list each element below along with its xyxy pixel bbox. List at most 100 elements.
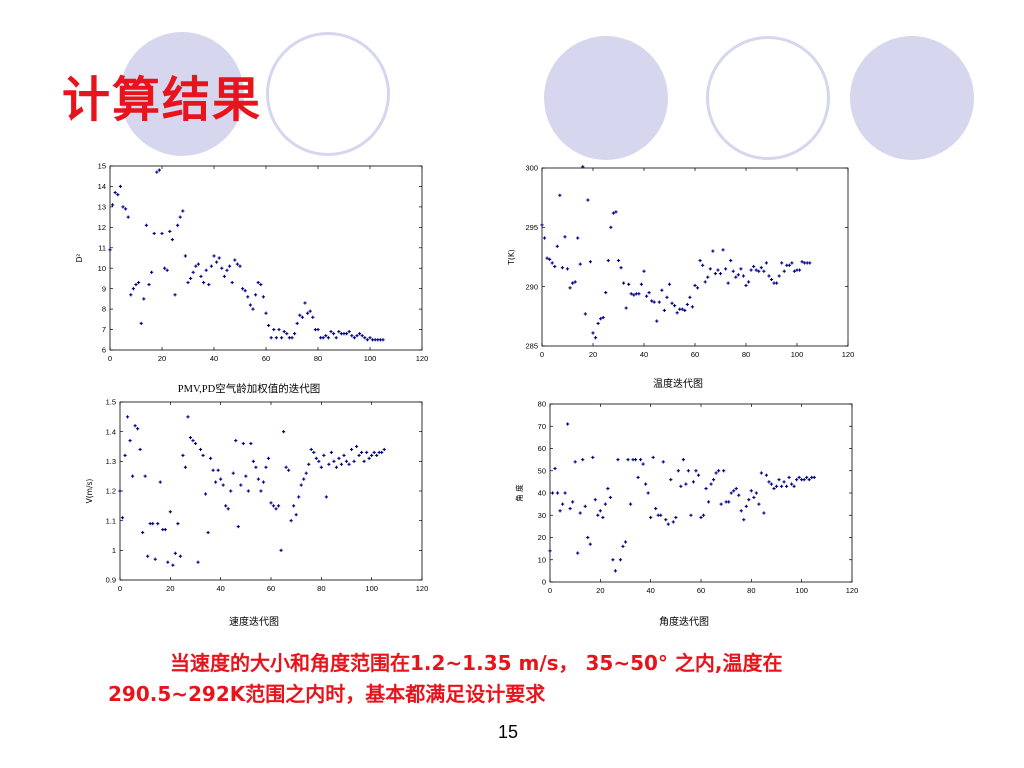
data-point bbox=[244, 474, 248, 478]
data-point bbox=[601, 515, 605, 520]
y-tick-label: 9 bbox=[102, 284, 106, 293]
data-point bbox=[243, 289, 247, 293]
data-point bbox=[380, 450, 384, 455]
data-point bbox=[622, 281, 626, 285]
data-point bbox=[215, 260, 219, 264]
y-tick-label: 1.5 bbox=[106, 398, 116, 407]
data-point bbox=[168, 229, 172, 234]
data-point bbox=[118, 184, 122, 189]
data-point bbox=[163, 266, 167, 270]
data-point bbox=[714, 471, 718, 475]
data-point bbox=[693, 283, 697, 288]
data-point bbox=[312, 450, 316, 455]
data-point bbox=[711, 249, 715, 253]
data-point bbox=[722, 469, 726, 473]
data-point bbox=[279, 548, 283, 552]
data-point bbox=[573, 280, 577, 284]
x-tick-label: 0 bbox=[118, 584, 122, 593]
data-point bbox=[675, 311, 679, 315]
data-point bbox=[596, 321, 600, 326]
data-point bbox=[202, 280, 206, 285]
data-point bbox=[239, 483, 243, 487]
data-point bbox=[775, 281, 779, 285]
chart-temp-svg: 0 20 40 60 80 100 120 285 290 295 300 T(K) bbox=[507, 164, 854, 359]
chart-temp: 0 20 40 60 80 100 120 285 290 295 300 T(K) 温度迭代图 bbox=[498, 162, 858, 390]
data-point bbox=[170, 238, 174, 242]
data-point bbox=[736, 273, 740, 277]
x-tick-label: 100 bbox=[365, 584, 378, 593]
data-point bbox=[627, 282, 631, 286]
x-tick-label: 0 bbox=[548, 586, 552, 595]
data-point bbox=[137, 280, 141, 285]
data-point bbox=[701, 513, 706, 517]
data-point bbox=[225, 268, 229, 272]
data-point bbox=[619, 266, 623, 270]
data-point bbox=[206, 530, 210, 535]
data-point bbox=[293, 332, 297, 336]
data-point bbox=[171, 563, 175, 567]
data-point bbox=[229, 489, 233, 493]
x-tick-label: 40 bbox=[646, 586, 654, 595]
data-point bbox=[156, 522, 160, 526]
data-point bbox=[246, 489, 250, 493]
data-point bbox=[196, 560, 200, 564]
data-point bbox=[143, 474, 147, 478]
data-point bbox=[711, 478, 716, 482]
data-point bbox=[226, 507, 230, 511]
data-point bbox=[121, 205, 125, 209]
y-tick-label: 11 bbox=[98, 243, 106, 252]
data-point bbox=[147, 282, 151, 287]
x-tick-label: 40 bbox=[210, 354, 218, 363]
data-point bbox=[231, 471, 235, 475]
data-point bbox=[540, 223, 544, 227]
data-point bbox=[264, 311, 268, 315]
x-tick-label: 0 bbox=[540, 350, 544, 359]
data-point bbox=[807, 478, 811, 482]
decor-circle-2 bbox=[266, 32, 390, 156]
data-point bbox=[654, 506, 658, 511]
data-point bbox=[266, 456, 271, 460]
data-point bbox=[706, 275, 710, 279]
data-point bbox=[560, 266, 564, 270]
data-point bbox=[300, 315, 304, 319]
data-point bbox=[762, 269, 766, 273]
data-point bbox=[221, 483, 225, 487]
x-tick-label: 80 bbox=[747, 586, 755, 595]
data-point bbox=[746, 280, 751, 284]
data-point bbox=[613, 569, 618, 573]
data-point bbox=[224, 504, 228, 508]
data-point bbox=[322, 453, 326, 457]
data-point bbox=[324, 334, 328, 338]
x-tick-label: 120 bbox=[416, 354, 429, 363]
data-point bbox=[795, 478, 799, 482]
data-point bbox=[144, 223, 148, 227]
data-point bbox=[555, 244, 559, 248]
data-point bbox=[163, 527, 167, 532]
conclusion-line-1: 当速度的大小和角度范围在1.2~1.35 m/s， 35~50° 之内,温度在 bbox=[170, 651, 783, 675]
data-point bbox=[762, 511, 766, 515]
data-point bbox=[123, 453, 127, 457]
x-tick-label: 60 bbox=[262, 354, 270, 363]
data-point bbox=[797, 268, 802, 272]
data-point bbox=[191, 270, 195, 274]
data-point bbox=[228, 264, 232, 268]
data-point bbox=[168, 510, 172, 514]
data-point bbox=[686, 469, 691, 473]
x-tick-label: 100 bbox=[364, 354, 377, 363]
data-point bbox=[563, 235, 567, 239]
data-point bbox=[593, 498, 597, 502]
data-point bbox=[111, 203, 115, 207]
data-point bbox=[659, 513, 663, 517]
data-point bbox=[354, 444, 359, 449]
data-point bbox=[606, 486, 610, 491]
x-tick-label: 20 bbox=[589, 350, 597, 359]
data-point bbox=[282, 330, 286, 334]
y-tick-label: 1.3 bbox=[106, 457, 116, 466]
data-point bbox=[744, 283, 748, 288]
data-point bbox=[550, 261, 554, 265]
data-point bbox=[176, 223, 180, 227]
data-point bbox=[308, 309, 312, 313]
data-point bbox=[220, 266, 224, 270]
data-point bbox=[685, 302, 689, 307]
data-point bbox=[304, 471, 308, 475]
